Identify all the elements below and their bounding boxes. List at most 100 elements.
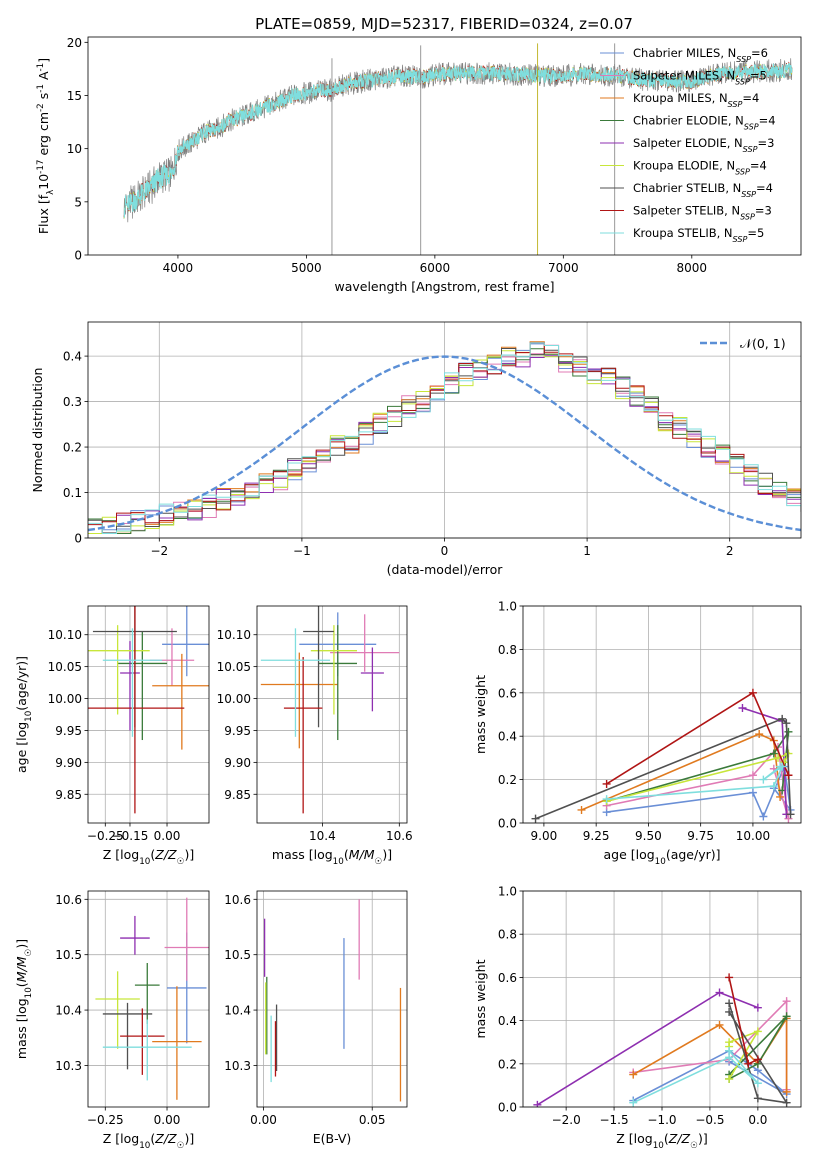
y-axis-label: Normed distribution bbox=[30, 368, 45, 493]
weight-marker bbox=[725, 1074, 734, 1083]
error-point bbox=[152, 653, 209, 750]
x-tick-label: −2 bbox=[150, 544, 168, 558]
y-tick-label: 0.8 bbox=[498, 643, 517, 657]
gridlines bbox=[88, 606, 209, 823]
weight-marker bbox=[753, 1027, 762, 1036]
plot-area bbox=[533, 973, 791, 1107]
weight-line bbox=[632, 1050, 759, 1104]
x-tick-label: −0.15 bbox=[112, 829, 149, 843]
weight-marker bbox=[784, 771, 793, 780]
y-tick-label: 0.3 bbox=[63, 395, 82, 409]
x-tick-label: −2.0 bbox=[552, 1113, 581, 1127]
axes-age-vs-mass: 10.4 10.6 9.85 9.90 9.95 10.00 10.05 10.10 mass … bbox=[217, 605, 413, 867]
error-point bbox=[260, 628, 331, 737]
weight-marker bbox=[782, 1087, 791, 1096]
y-tick-label: 0.6 bbox=[498, 686, 517, 700]
x-tick-label: 0.00 bbox=[154, 829, 181, 843]
plot-area bbox=[88, 606, 209, 814]
error-point bbox=[120, 915, 150, 955]
weight-marker bbox=[715, 988, 724, 997]
y-tick-label: 10.4 bbox=[55, 1004, 82, 1018]
x-tick-label: 10.6 bbox=[386, 829, 413, 843]
x-tick-label: 0.00 bbox=[250, 1113, 277, 1127]
histogram-step bbox=[88, 355, 801, 534]
x-tick-label: 9.00 bbox=[531, 829, 558, 843]
y-axis-label: Flux [fλ10-17 erg cm-2 s-1 A-1] bbox=[36, 58, 56, 234]
error-point bbox=[102, 1019, 192, 1081]
plot-area bbox=[260, 606, 400, 814]
error-point bbox=[164, 897, 209, 981]
weight-marker bbox=[753, 1094, 762, 1103]
tick-group: 9.00 9.25 9.50 9.75 10.00 0.0 0.2 0.4 0.6 0.8 1.0 bbox=[498, 600, 770, 844]
weight-marker bbox=[753, 1055, 762, 1064]
error-point bbox=[152, 986, 202, 1100]
x-tick-label: −0.25 bbox=[87, 1113, 124, 1127]
gridlines bbox=[257, 891, 407, 1107]
x-axis-label: Z [log10(Z/Z☉)] bbox=[616, 1131, 707, 1151]
weight-marker bbox=[725, 999, 734, 1008]
y-tick-label: 10.5 bbox=[224, 948, 251, 962]
plot-area bbox=[95, 897, 209, 1100]
weight-marker bbox=[782, 1012, 791, 1021]
weight-marker bbox=[778, 714, 787, 723]
legend: 𝒩(0, 1) bbox=[700, 336, 786, 351]
axes-spectrum: 4000 5000 6000 7000 8000 0 5 10 15 20 wavelength [… bbox=[36, 36, 802, 294]
axes-mass-vs-Z: −0.25 0.00 10.3 10.4 10.5 10.6 Z [log10(Z/Z☉)]… bbox=[14, 890, 210, 1151]
legend-label: Chabrier STELIB, NSSP=4 bbox=[633, 181, 773, 199]
y-tick-label: 15 bbox=[67, 89, 82, 103]
weight-marker bbox=[776, 762, 785, 771]
legend-label: Salpeter ELODIE, NSSP=3 bbox=[633, 136, 774, 154]
y-tick-label: 0 bbox=[74, 532, 82, 546]
x-tick-label: 10.00 bbox=[736, 829, 770, 843]
x-tick-label: 0 bbox=[441, 544, 449, 558]
y-tick-label: 10.3 bbox=[224, 1059, 251, 1073]
x-tick-label: 5000 bbox=[291, 261, 322, 275]
legend-label: 𝒩(0, 1) bbox=[740, 336, 786, 351]
y-tick-label: 0.1 bbox=[63, 486, 82, 500]
tick-group: 10.4 10.6 9.85 9.90 9.95 10.00 10.05 10.10 bbox=[217, 628, 413, 843]
y-tick-label: 5 bbox=[74, 195, 82, 209]
weight-line bbox=[535, 717, 792, 820]
axes-residuals: −2 −1 0 1 2 0 0.1 0.2 0.3 0.4 (data-model)/error No… bbox=[30, 321, 802, 577]
weight-marker bbox=[725, 1046, 734, 1055]
weight-marker bbox=[602, 795, 611, 804]
legend: Chabrier MILES, NSSP=6 Salpeter MILES, NS… bbox=[600, 46, 776, 244]
weight-marker bbox=[602, 779, 611, 788]
weight-line bbox=[728, 1015, 788, 1080]
x-axis-label: (data-model)/error bbox=[387, 562, 504, 577]
y-tick-label: 0.2 bbox=[63, 441, 82, 455]
error-point bbox=[149, 628, 195, 686]
error-point bbox=[260, 652, 338, 749]
error-point bbox=[117, 631, 168, 741]
error-point bbox=[120, 641, 140, 731]
y-tick-label: 10.10 bbox=[48, 628, 82, 642]
y-tick-label: 0.2 bbox=[498, 773, 517, 787]
y-tick-label: 10.05 bbox=[48, 660, 82, 674]
legend-label: Chabrier ELODIE, NSSP=4 bbox=[633, 114, 776, 132]
weight-marker bbox=[629, 1070, 638, 1079]
weight-marker bbox=[769, 782, 778, 791]
weight-line bbox=[536, 991, 759, 1106]
weight-marker bbox=[748, 771, 757, 780]
axes-frame bbox=[87, 890, 210, 1108]
x-tick-label: 1 bbox=[583, 544, 591, 558]
y-tick-label: 9.85 bbox=[55, 788, 82, 802]
axes-frame bbox=[256, 605, 408, 824]
legend-label: Chabrier MILES, NSSP=6 bbox=[633, 46, 768, 64]
weight-marker bbox=[725, 1007, 734, 1016]
y-tick-label: 10.6 bbox=[55, 893, 82, 907]
error-point bbox=[120, 1008, 165, 1075]
error-point bbox=[310, 625, 357, 715]
error-point bbox=[330, 614, 400, 672]
x-tick-label: 8000 bbox=[677, 261, 708, 275]
y-tick-label: 0.4 bbox=[498, 1014, 517, 1028]
y-tick-label: 10.6 bbox=[224, 893, 251, 907]
weight-marker bbox=[715, 1020, 724, 1029]
error-point bbox=[102, 628, 163, 737]
weight-marker bbox=[759, 812, 768, 821]
x-tick-label: −1 bbox=[293, 544, 311, 558]
axes-mass-vs-EBV: 0.00 0.05 10.3 10.4 10.5 10.6 E(B-V) bbox=[224, 890, 408, 1146]
weight-marker bbox=[776, 792, 785, 801]
x-tick-label: 2 bbox=[726, 544, 734, 558]
y-tick-label: 9.90 bbox=[224, 756, 251, 770]
